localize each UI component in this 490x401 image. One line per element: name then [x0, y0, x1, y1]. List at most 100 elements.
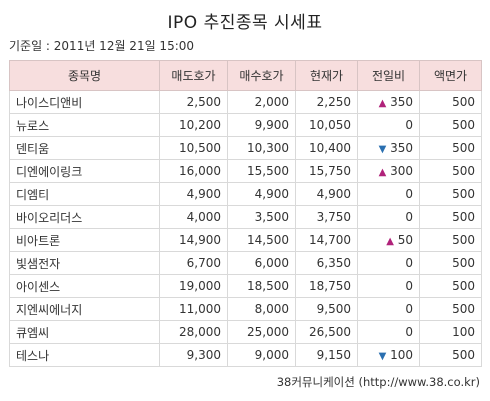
current-price-cell: 9,150	[295, 343, 358, 367]
sell-price-cell: 10,500	[159, 136, 228, 160]
face-value-cell: 500	[419, 159, 482, 183]
change-cell: 0	[357, 182, 420, 206]
change-cell: ▲ 300	[357, 159, 420, 183]
change-cell: ▼ 350	[357, 136, 420, 160]
sell-price-cell: 14,900	[159, 228, 228, 252]
buy-price-cell: 6,000	[227, 251, 296, 275]
sell-price-cell: 9,300	[159, 343, 228, 367]
buy-price-cell: 2,000	[227, 90, 296, 114]
change-cell: ▼ 100	[357, 343, 420, 367]
table-row: 큐엠씨 28,000 25,000 26,500 0 100	[9, 320, 482, 344]
stock-name-cell: 테스나	[9, 343, 160, 367]
change-cell: 0	[357, 297, 420, 321]
sell-price-cell: 28,000	[159, 320, 228, 344]
change-value: 350	[390, 141, 413, 155]
change-value: 0	[405, 118, 413, 132]
table-row: 디엠티 4,900 4,900 4,900 0 500	[9, 182, 482, 206]
sell-price-cell: 11,000	[159, 297, 228, 321]
triangle-up-icon: ▲	[386, 236, 394, 247]
sell-price-cell: 16,000	[159, 159, 228, 183]
buy-price-cell: 10,300	[227, 136, 296, 160]
sell-price-cell: 19,000	[159, 274, 228, 298]
buy-price-cell: 9,900	[227, 113, 296, 137]
change-cell: 0	[357, 274, 420, 298]
change-value: 50	[397, 233, 413, 247]
buy-price-cell: 4,900	[227, 182, 296, 206]
current-price-cell: 9,500	[295, 297, 358, 321]
table-row: 빛샘전자 6,700 6,000 6,350 0 500	[9, 251, 482, 275]
table-row: 지엔씨에너지 11,000 8,000 9,500 0 500	[9, 297, 482, 321]
triangle-up-icon: ▲	[378, 167, 387, 178]
table-row: 비아트론 14,900 14,500 14,700 ▲ 50 500	[9, 228, 482, 252]
stock-name-cell: 비아트론	[9, 228, 160, 252]
buy-price-cell: 15,500	[227, 159, 296, 183]
stock-name-cell: 디엠티	[9, 182, 160, 206]
current-price-cell: 15,750	[295, 159, 358, 183]
table-row: 나이스디앤비 2,500 2,000 2,250 ▲ 350 500	[9, 90, 482, 114]
buy-price-cell: 14,500	[227, 228, 296, 252]
triangle-down-icon: ▼	[378, 351, 387, 362]
buy-price-cell: 3,500	[227, 205, 296, 229]
change-cell: 0	[357, 320, 420, 344]
change-value: 0	[405, 256, 413, 270]
stock-name-cell: 바이오리더스	[9, 205, 160, 229]
stock-name-cell: 덴티움	[9, 136, 160, 160]
face-value-cell: 100	[419, 320, 482, 344]
stock-name-cell: 아이센스	[9, 274, 160, 298]
buy-price-cell: 18,500	[227, 274, 296, 298]
buy-price-cell: 9,000	[227, 343, 296, 367]
face-value-cell: 500	[419, 274, 482, 298]
ipo-price-table: 종목명 매도호가 매수호가 현재가 전일비 액면가 나이스디앤비 2,500 2,0…	[9, 60, 482, 367]
buy-price-cell: 25,000	[227, 320, 296, 344]
face-value-cell: 500	[419, 136, 482, 160]
table-row: 뉴로스 10,200 9,900 10,050 0 500	[9, 113, 482, 137]
page-title: IPO 추진종목 시세표	[167, 13, 323, 33]
current-price-cell: 4,900	[295, 182, 358, 206]
change-value: 0	[405, 279, 413, 293]
change-cell: ▲ 350	[357, 90, 420, 114]
current-price-cell: 3,750	[295, 205, 358, 229]
change-cell: ▲ 50	[357, 228, 420, 252]
stock-name-cell: 디엔에이링크	[9, 159, 160, 183]
base-date: 기준일 : 2011년 12월 21일 15:00	[9, 39, 195, 53]
face-value-cell: 500	[419, 343, 482, 367]
face-value-cell: 500	[419, 251, 482, 275]
table-header-row: 종목명 매도호가 매수호가 현재가 전일비 액면가	[9, 60, 482, 91]
current-price-cell: 6,350	[295, 251, 358, 275]
change-value: 0	[405, 302, 413, 316]
current-price-cell: 26,500	[295, 320, 358, 344]
stock-name-cell: 큐엠씨	[9, 320, 160, 344]
change-value: 0	[405, 210, 413, 224]
face-value-cell: 500	[419, 205, 482, 229]
triangle-down-icon: ▼	[378, 144, 387, 155]
face-value-cell: 500	[419, 182, 482, 206]
sell-price-cell: 6,700	[159, 251, 228, 275]
current-price-cell: 14,700	[295, 228, 358, 252]
current-price-cell: 10,400	[295, 136, 358, 160]
header-face-value: 액면가	[419, 60, 482, 91]
header-change: 전일비	[357, 60, 420, 91]
header-name: 종목명	[9, 60, 160, 91]
face-value-cell: 500	[419, 228, 482, 252]
buy-price-cell: 8,000	[227, 297, 296, 321]
face-value-cell: 500	[419, 113, 482, 137]
table-row: 바이오리더스 4,000 3,500 3,750 0 500	[9, 205, 482, 229]
stock-name-cell: 빛샘전자	[9, 251, 160, 275]
header-current-price: 현재가	[295, 60, 358, 91]
footer-source: 38커뮤니케이션 (http://www.38.co.kr)	[276, 375, 480, 389]
change-value: 100	[390, 348, 413, 362]
change-value: 0	[405, 325, 413, 339]
change-cell: 0	[357, 113, 420, 137]
header-buy-price: 매수호가	[227, 60, 296, 91]
change-cell: 0	[357, 205, 420, 229]
sell-price-cell: 10,200	[159, 113, 228, 137]
stock-name-cell: 뉴로스	[9, 113, 160, 137]
stock-name-cell: 지엔씨에너지	[9, 297, 160, 321]
table-row: 디엔에이링크 16,000 15,500 15,750 ▲ 300 500	[9, 159, 482, 183]
change-value: 0	[405, 187, 413, 201]
header-sell-price: 매도호가	[159, 60, 228, 91]
table-row: 테스나 9,300 9,000 9,150 ▼ 100 500	[9, 343, 482, 367]
change-value: 350	[390, 95, 413, 109]
stock-name-cell: 나이스디앤비	[9, 90, 160, 114]
change-value: 300	[390, 164, 413, 178]
